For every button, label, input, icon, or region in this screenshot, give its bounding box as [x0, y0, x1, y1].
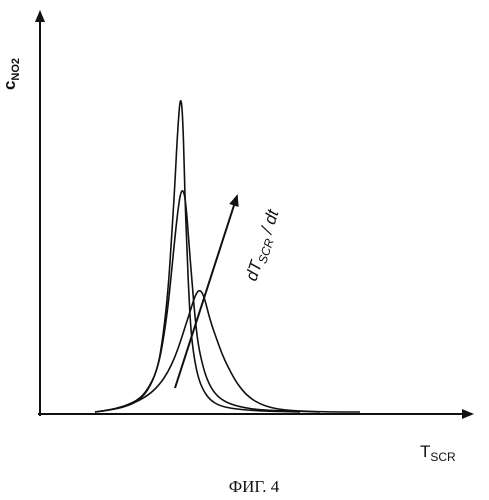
x-axis-label: TSCR — [420, 442, 456, 464]
figure-caption: ФИГ. 4 — [229, 477, 280, 496]
x-axis-label-main: T — [420, 442, 430, 461]
x-axis-label-sub: SCR — [430, 450, 456, 464]
series-curve-2 — [94, 189, 321, 413]
series-group — [94, 99, 360, 413]
y-axis-label-main: c — [0, 81, 19, 90]
trend-arrow-label: dTSCR / dt — [242, 206, 286, 284]
y-axis-label-sub: NO2 — [10, 58, 22, 81]
series-curve-3 — [94, 289, 360, 413]
trend-arrow — [174, 194, 239, 389]
y-axis-label: cNO2 — [0, 58, 22, 90]
arrow-label-rest: / dt — [256, 206, 283, 240]
